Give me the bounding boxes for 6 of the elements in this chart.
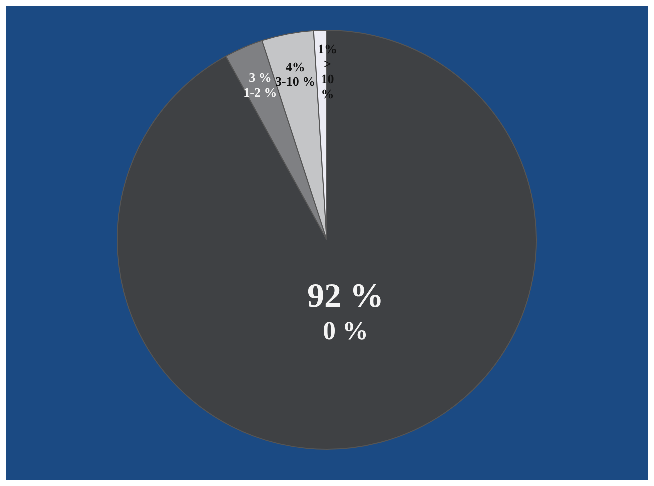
slice-label: 0 % (323, 316, 369, 346)
data-label: 92 % (308, 278, 384, 315)
data-label: 4% (286, 59, 306, 74)
slice-label: 3-10 % (276, 74, 316, 90)
slice-label: 1-2 % (244, 85, 278, 100)
data-label: 3 % (249, 70, 272, 86)
